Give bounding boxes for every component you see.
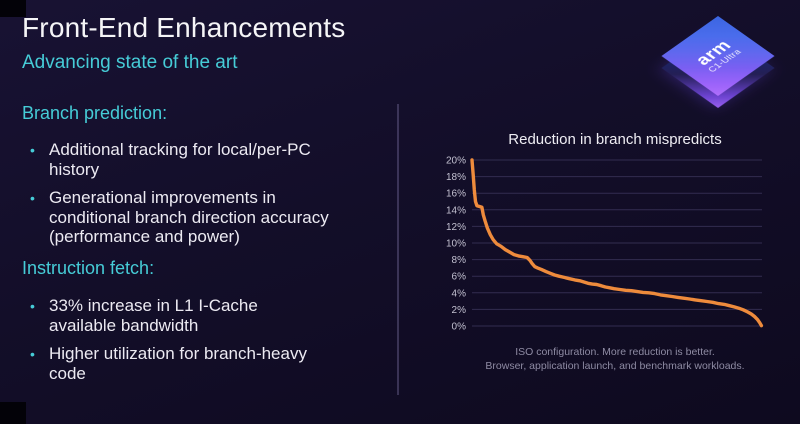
- svg-text:20%: 20%: [446, 156, 466, 167]
- svg-text:18%: 18%: [446, 172, 466, 183]
- svg-text:4%: 4%: [452, 288, 467, 299]
- svg-text:6%: 6%: [452, 272, 467, 283]
- bullet-icon: •: [30, 142, 35, 158]
- svg-text:12%: 12%: [446, 222, 466, 233]
- list-item: • Additional tracking for local/per-PC h…: [22, 140, 329, 179]
- chart-caption: ISO configuration. More reduction is bet…: [485, 346, 745, 373]
- bullet-text: Generational improvements in conditional…: [49, 188, 329, 246]
- bullet-icon: •: [30, 346, 35, 362]
- bullet-list-instruction-fetch: • 33% increase in L1 I-Cache available b…: [22, 296, 307, 392]
- chip-top-face: arm C1-Ultra: [661, 16, 775, 96]
- arm-chip-logo: arm C1-Ultra: [646, 6, 794, 126]
- svg-text:14%: 14%: [446, 205, 466, 216]
- svg-text:10%: 10%: [446, 239, 466, 250]
- bullet-icon: •: [30, 298, 35, 314]
- bullet-list-branch-prediction: • Additional tracking for local/per-PC h…: [22, 140, 329, 256]
- chip-label: arm C1-Ultra: [691, 37, 744, 74]
- svg-text:2%: 2%: [452, 305, 467, 316]
- svg-text:8%: 8%: [452, 255, 467, 266]
- list-item: • Generational improvements in condition…: [22, 188, 329, 247]
- page-subtitle: Advancing state of the art: [22, 52, 238, 73]
- corner-artifact-top-left: [0, 0, 26, 17]
- bullet-text: Higher utilization for branch-heavy code: [49, 344, 307, 383]
- vertical-divider: [397, 104, 399, 395]
- list-item: • Higher utilization for branch-heavy co…: [22, 344, 307, 383]
- corner-artifact-bottom-left: [0, 402, 26, 424]
- page-title: Front-End Enhancements: [22, 12, 346, 43]
- bullet-text: 33% increase in L1 I-Cache available ban…: [49, 296, 258, 335]
- section-heading-branch-prediction: Branch prediction:: [22, 103, 168, 123]
- chart-title: Reduction in branch mispredicts: [508, 131, 722, 148]
- bullet-icon: •: [30, 190, 35, 206]
- svg-text:16%: 16%: [446, 189, 466, 200]
- svg-text:0%: 0%: [452, 322, 467, 333]
- bullet-text: Additional tracking for local/per-PC his…: [49, 140, 311, 179]
- section-heading-instruction-fetch: Instruction fetch:: [22, 258, 155, 278]
- list-item: • 33% increase in L1 I-Cache available b…: [22, 296, 307, 335]
- line-chart: 20% 18% 16% 14% 12% 10% 8% 6% 4% 2% 0%: [446, 156, 764, 333]
